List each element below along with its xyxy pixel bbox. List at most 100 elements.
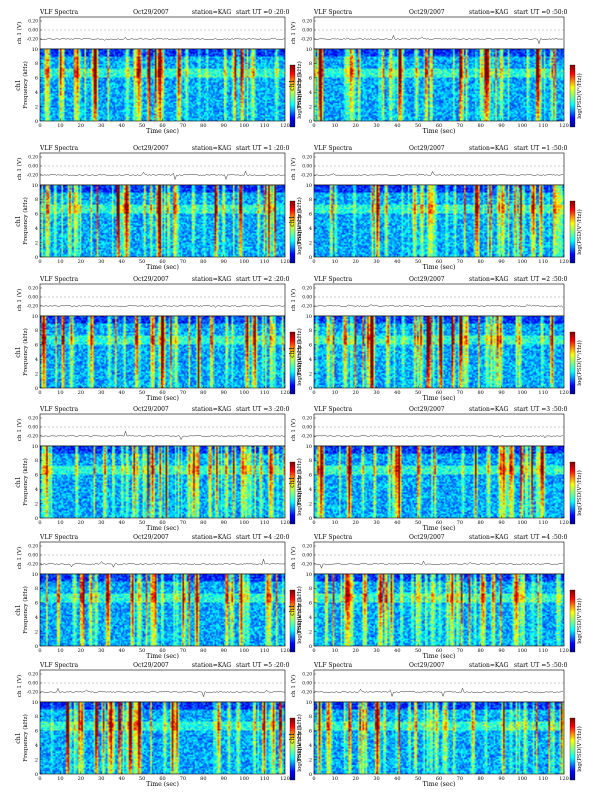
x-tick-label: 50 — [139, 520, 145, 526]
waveform-frame — [313, 16, 565, 50]
panel-date: Oct29/2007 — [409, 145, 445, 152]
panel-date: Oct29/2007 — [409, 534, 445, 541]
panel-start-time: start UT =0 :20:0 — [236, 9, 290, 16]
colorbar — [289, 64, 296, 128]
waveform-ylabel: ch 1 (V) — [16, 22, 23, 44]
waveform-frame — [39, 669, 286, 703]
x-tick-label: 80 — [477, 648, 483, 654]
colorbar-label: log(PSD(V²/Hz)) — [296, 73, 303, 119]
x-tick-label: 0 — [38, 123, 41, 129]
waveform-trace — [313, 304, 564, 308]
x-tick-label: 0 — [312, 123, 315, 129]
channel-label: ch1 — [15, 215, 22, 226]
colorbar-label: log(PSD(V²/Hz)) — [576, 340, 583, 386]
panel-title: VLF Spectra — [313, 534, 353, 541]
waveform-ylabel: ch 1 (V) — [290, 419, 297, 441]
x-tick-label: 40 — [394, 259, 400, 265]
x-tick-label: 100 — [518, 390, 528, 396]
panel-title: VLF Spectra — [313, 406, 353, 413]
x-tick-label: 80 — [477, 776, 483, 782]
x-tick-label: 20 — [352, 390, 358, 396]
x-axis-label: Time (sec) — [146, 395, 179, 402]
x-tick-label: 20 — [352, 776, 358, 782]
x-tick-label: 100 — [518, 123, 528, 129]
panel-title: VLF Spectra — [39, 276, 79, 283]
waveform-tick-label: -0.20 — [301, 435, 312, 440]
panel-date: Oct29/2007 — [133, 9, 169, 16]
channel-label: ch1 — [15, 604, 22, 615]
x-tick-label: 20 — [78, 776, 84, 782]
spectrogram-image — [314, 49, 564, 121]
x-tick-label: 30 — [373, 123, 379, 129]
y-tick-label: 10 — [32, 444, 38, 450]
x-tick-label: 70 — [180, 123, 186, 129]
x-tick-label: 50 — [415, 776, 421, 782]
x-tick-label: 120 — [559, 520, 569, 526]
colorbar — [289, 200, 296, 264]
colorbar — [289, 331, 296, 395]
y-tick-label: 6 — [309, 76, 312, 82]
y-tick-label: 10 — [306, 47, 312, 53]
x-tick-label: 80 — [200, 776, 206, 782]
x-tick-label: 30 — [373, 390, 379, 396]
x-tick-label: 40 — [118, 776, 124, 782]
frequency-axis-label: Frequency (kHz) — [296, 586, 303, 634]
waveform-tick-label: 0.20 — [28, 417, 38, 422]
panel-title: VLF Spectra — [313, 662, 353, 669]
panel-title: VLF Spectra — [313, 9, 353, 16]
y-tick-label: 2 — [309, 371, 312, 377]
y-tick-label: 2 — [309, 629, 312, 635]
colorbar-label: log(PSD(V²/Hz)) — [576, 209, 583, 255]
panel-station: station=KAG — [192, 534, 231, 541]
x-tick-label: 30 — [98, 776, 104, 782]
y-tick-label: 0 — [309, 772, 312, 778]
x-axis-label: Time (sec) — [423, 525, 456, 532]
x-tick-label: 100 — [518, 520, 528, 526]
x-axis-label: Time (sec) — [146, 264, 179, 271]
x-tick-label: 70 — [180, 259, 186, 265]
x-tick-label: 20 — [78, 259, 84, 265]
y-tick-label: 6 — [35, 473, 38, 479]
y-tick-label: 8 — [35, 586, 38, 592]
x-tick-label: 90 — [498, 123, 504, 129]
x-tick-label: 40 — [118, 123, 124, 129]
x-tick-label: 10 — [332, 776, 338, 782]
colorbar — [569, 331, 576, 395]
x-tick-label: 90 — [498, 259, 504, 265]
x-tick-label: 80 — [200, 123, 206, 129]
x-tick-label: 0 — [38, 259, 41, 265]
y-tick-label: 10 — [306, 700, 312, 706]
waveform-tick-label: 0.00 — [28, 165, 38, 170]
y-tick-label: 8 — [309, 328, 312, 334]
colorbar — [289, 589, 296, 653]
y-tick-label: 2 — [309, 240, 312, 246]
panel-title: VLF Spectra — [39, 662, 79, 669]
y-tick-label: 0 — [35, 119, 38, 125]
x-tick-label: 70 — [457, 776, 463, 782]
x-tick-label: 0 — [312, 259, 315, 265]
x-tick-label: 10 — [332, 259, 338, 265]
y-tick-label: 0 — [309, 119, 312, 125]
x-tick-label: 50 — [139, 776, 145, 782]
x-tick-label: 120 — [559, 259, 569, 265]
x-tick-label: 40 — [118, 259, 124, 265]
y-tick-label: 4 — [309, 487, 312, 493]
y-tick-label: 8 — [35, 197, 38, 203]
x-tick-label: 10 — [57, 390, 63, 396]
x-tick-label: 70 — [457, 390, 463, 396]
x-tick-label: 120 — [280, 648, 290, 654]
y-tick-label: 2 — [309, 501, 312, 507]
x-tick-label: 100 — [518, 776, 528, 782]
waveform-frame — [39, 541, 286, 575]
x-tick-label: 20 — [352, 123, 358, 129]
x-tick-label: 50 — [415, 520, 421, 526]
panel-date: Oct29/2007 — [409, 9, 445, 16]
panel-station: station=KAG — [469, 145, 508, 152]
spectrogram-panel: VLF Spectra Oct29/2007 station=KAG start UT… — [15, 276, 303, 402]
panel-start-time: start UT =4 :20:0 — [236, 534, 290, 541]
x-tick-label: 30 — [98, 520, 104, 526]
spectrogram-panel: VLF Spectra Oct29/2007 station=KAG start UT… — [289, 406, 583, 532]
waveform-tick-label: -0.20 — [27, 174, 38, 179]
panel-station: station=KAG — [192, 662, 231, 669]
channel-label: ch1 — [289, 346, 296, 357]
